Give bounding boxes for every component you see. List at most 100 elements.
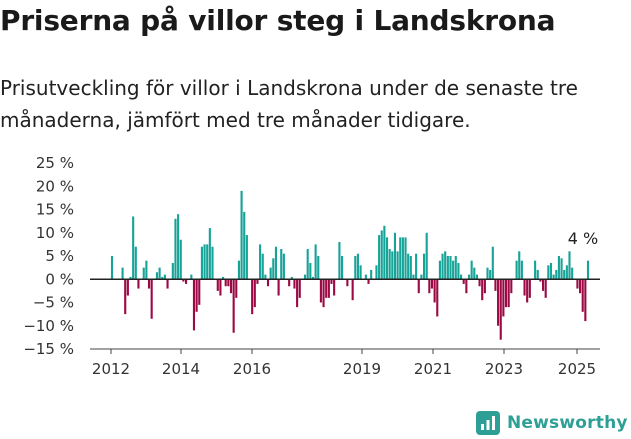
- bar: [219, 279, 222, 296]
- bar: [581, 279, 584, 312]
- bar: [515, 260, 518, 280]
- bar: [174, 218, 177, 280]
- bar: [208, 228, 211, 280]
- bar: [319, 279, 322, 303]
- bar: [444, 251, 447, 280]
- bar: [399, 237, 402, 280]
- bar: [378, 235, 381, 280]
- bar: [475, 274, 478, 280]
- bar: [388, 249, 391, 280]
- bar: [547, 265, 550, 280]
- bar: [155, 272, 159, 280]
- y-axis: 25 % 20 % 15 % 10 % 5 % 0 % −5 % −10 % −15 %: [23, 154, 74, 358]
- bar: [222, 276, 225, 280]
- bar: [483, 279, 486, 294]
- bar: [293, 279, 296, 289]
- x-tick-label: 2019: [343, 360, 381, 378]
- bar: [370, 269, 373, 280]
- bar: [491, 246, 494, 280]
- bar: [412, 274, 415, 280]
- bar: [129, 276, 132, 280]
- bar: [433, 279, 436, 303]
- bar: [182, 279, 185, 282]
- bar: [132, 216, 135, 280]
- bar: [288, 279, 291, 287]
- bar: [211, 246, 214, 280]
- bar: [158, 267, 161, 280]
- bar: [518, 251, 521, 280]
- bar: [206, 244, 209, 280]
- bar: [359, 265, 362, 280]
- bar: [261, 253, 264, 280]
- bar: [446, 256, 449, 280]
- bar: [198, 279, 201, 305]
- bar: [251, 279, 254, 315]
- bar: [317, 256, 320, 280]
- bar: [121, 267, 124, 280]
- bar: [177, 214, 180, 280]
- bar: [346, 279, 349, 287]
- bar: [354, 256, 357, 280]
- price-change-bar-chart: 25 % 20 % 15 % 10 % 5 % 0 % −5 % −10 % −15 % 201…: [23, 154, 600, 378]
- bar: [282, 253, 285, 280]
- bar: [351, 279, 354, 301]
- y-tick-label: −15 %: [23, 340, 74, 358]
- bar: [571, 267, 574, 280]
- bar: [269, 267, 272, 280]
- bar: [311, 276, 315, 280]
- bar: [409, 256, 412, 280]
- bar: [375, 265, 378, 280]
- bar: [507, 279, 510, 308]
- bar: [277, 279, 280, 296]
- bar: [367, 279, 370, 284]
- bar: [541, 279, 545, 291]
- bar: [560, 258, 563, 280]
- bar: [195, 279, 198, 312]
- x-tick-label: 2021: [414, 360, 452, 378]
- bar: [166, 279, 169, 289]
- x-tick-label: 2016: [233, 360, 271, 378]
- bar: [298, 279, 301, 298]
- bar: [272, 258, 275, 280]
- bar: [494, 279, 497, 291]
- y-tick-label: 10 %: [36, 224, 74, 242]
- bar: [462, 279, 465, 284]
- bar: [436, 279, 439, 317]
- bar: [579, 279, 582, 294]
- x-tick-label: 2012: [92, 360, 130, 378]
- bar: [544, 279, 547, 298]
- bar: [259, 244, 262, 280]
- bar: [296, 279, 299, 308]
- y-tick-label: 0 %: [45, 270, 74, 288]
- bar: [253, 279, 256, 308]
- newsworthy-logo: Newsworthy: [476, 409, 628, 437]
- bar: [142, 267, 145, 280]
- bar: [391, 251, 394, 280]
- page-subtitle: Prisutveckling för villor i Landskrona u…: [0, 76, 578, 132]
- bar: [526, 279, 529, 303]
- bar: [224, 279, 227, 287]
- bar: [184, 279, 188, 284]
- bar: [280, 249, 283, 280]
- bar: [147, 279, 151, 289]
- bar: [124, 279, 127, 315]
- bar: [303, 274, 307, 280]
- bar: [110, 256, 114, 280]
- bar: [356, 253, 359, 280]
- bar: [229, 279, 233, 294]
- bar: [499, 279, 502, 340]
- y-tick-label: −5 %: [33, 294, 74, 312]
- bar: [192, 279, 196, 331]
- bar: [449, 256, 452, 280]
- bar: [333, 279, 336, 296]
- latest-value-label: 4 %: [568, 229, 598, 248]
- newsworthy-logo-icon: [476, 411, 500, 435]
- bar: [565, 265, 568, 280]
- bar: [536, 269, 539, 280]
- y-tick-label: 20 %: [36, 177, 74, 195]
- bar: [264, 274, 267, 280]
- bar: [428, 279, 431, 294]
- newsworthy-logo-text: Newsworthy: [507, 413, 628, 433]
- bar: [425, 232, 428, 280]
- x-tick-label: 2014: [162, 360, 200, 378]
